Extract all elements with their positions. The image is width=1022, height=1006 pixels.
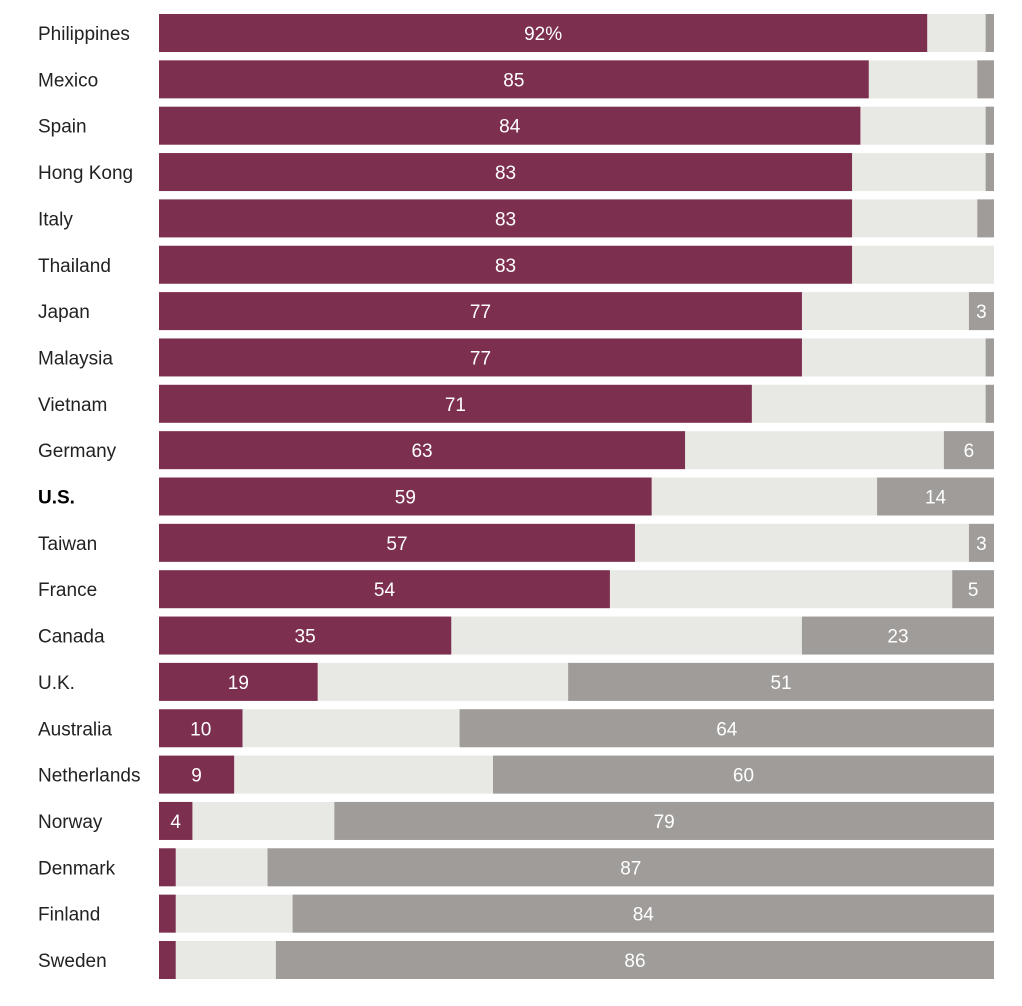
bar-primary-value-label: 4 <box>170 812 181 833</box>
bar-right-segment <box>977 199 994 238</box>
category-label: Netherlands <box>38 766 140 787</box>
bar-primary-value-label: 92% <box>524 24 562 45</box>
bar-right-segment <box>568 662 994 701</box>
category-label: Japan <box>38 302 90 323</box>
category-label: Italy <box>38 209 73 230</box>
bar-right-value-label: 6 <box>964 441 975 462</box>
bar-primary-segment <box>159 848 176 887</box>
bar-primary-segment <box>159 801 193 840</box>
bar-primary-segment <box>159 384 752 423</box>
bar-primary-segment <box>159 14 928 52</box>
bar-right-segment <box>985 338 994 377</box>
bar-right-segment <box>292 894 995 933</box>
category-label: Finland <box>38 905 100 926</box>
bar-primary-value-label: 57 <box>386 534 407 555</box>
bar-right-segment <box>459 709 995 748</box>
bar-right-segment <box>493 755 994 794</box>
category-label: U.K. <box>38 673 75 694</box>
bar-right-segment <box>968 523 994 562</box>
bar-right-segment <box>943 431 994 470</box>
bar-primary-value-label: 85 <box>503 70 524 91</box>
category-label: Malaysia <box>38 348 113 369</box>
bar-right-value-label: 3 <box>976 302 987 323</box>
bar-primary-segment <box>159 245 853 284</box>
category-label: Germany <box>38 441 117 462</box>
bar-right-value-label: 3 <box>976 534 987 555</box>
bar-right-segment <box>985 153 994 192</box>
bar-right-segment <box>968 292 994 331</box>
bar-primary-value-label: 54 <box>374 580 396 601</box>
category-label: Norway <box>38 812 103 833</box>
bar-primary-segment <box>159 106 861 145</box>
bar-primary-value-label: 84 <box>499 117 521 138</box>
bar-primary-value-label: 83 <box>495 163 516 184</box>
bar-primary-segment <box>159 60 869 99</box>
category-label: Denmark <box>38 858 116 879</box>
bar-primary-segment <box>159 709 243 748</box>
bar-right-value-label: 79 <box>654 812 675 833</box>
bar-primary-value-label: 77 <box>470 348 491 369</box>
bar-primary-value-label: 59 <box>395 488 416 509</box>
bar-right-segment <box>952 570 994 609</box>
category-label: Spain <box>38 117 87 138</box>
category-label: Thailand <box>38 256 111 277</box>
bar-right-segment <box>275 941 994 979</box>
bar-primary-value-label: 9 <box>191 766 202 787</box>
bar-primary-value-label: 77 <box>470 302 491 323</box>
bar-primary-segment <box>159 477 652 516</box>
bar-primary-segment <box>159 662 318 701</box>
bar-right-segment <box>985 384 994 423</box>
bar-right-value-label: 23 <box>887 627 908 648</box>
bar-right-segment <box>985 14 994 52</box>
bar-primary-value-label: 35 <box>295 627 316 648</box>
bar-right-value-label: 51 <box>771 673 792 694</box>
category-label: Canada <box>38 627 105 648</box>
bar-primary-segment <box>159 153 853 192</box>
bar-right-segment <box>877 477 994 516</box>
bar-right-value-label: 86 <box>624 951 645 972</box>
bar-primary-value-label: 10 <box>190 719 211 740</box>
bar-right-value-label: 5 <box>968 580 979 601</box>
bar-primary-segment <box>159 338 802 377</box>
bar-primary-value-label: 83 <box>495 256 516 277</box>
bar-primary-segment <box>159 894 176 933</box>
bar-primary-value-label: 71 <box>445 395 466 416</box>
bar-primary-segment <box>159 755 235 794</box>
bar-primary-value-label: 63 <box>411 441 432 462</box>
bar-primary-segment <box>159 199 853 238</box>
category-label: Philippines <box>38 24 130 45</box>
bar-primary-value-label: 19 <box>228 673 249 694</box>
category-label: Mexico <box>38 70 98 91</box>
bar-right-segment <box>977 60 994 99</box>
bar-right-segment <box>334 801 995 840</box>
category-label: Australia <box>38 719 112 740</box>
bar-right-value-label: 64 <box>716 719 738 740</box>
bar-primary-segment <box>159 570 610 609</box>
bar-right-segment <box>267 848 994 887</box>
bar-right-value-label: 14 <box>925 488 947 509</box>
category-label: U.S. <box>38 488 75 509</box>
category-label: France <box>38 580 97 601</box>
bar-right-value-label: 60 <box>733 766 754 787</box>
category-label: Vietnam <box>38 395 107 416</box>
category-label: Taiwan <box>38 534 97 555</box>
bar-right-segment <box>801 616 994 655</box>
bar-primary-segment <box>159 523 635 562</box>
bar-right-segment <box>985 106 994 145</box>
category-label: Hong Kong <box>38 163 133 184</box>
bar-right-value-label: 84 <box>633 905 655 926</box>
bar-right-value-label: 87 <box>620 858 641 879</box>
category-label: Sweden <box>38 951 107 972</box>
bar-primary-value-label: 83 <box>495 209 516 230</box>
bar-primary-segment <box>159 616 452 655</box>
bar-primary-segment <box>159 431 686 470</box>
bar-primary-segment <box>159 941 176 979</box>
bar-primary-segment <box>159 292 802 331</box>
